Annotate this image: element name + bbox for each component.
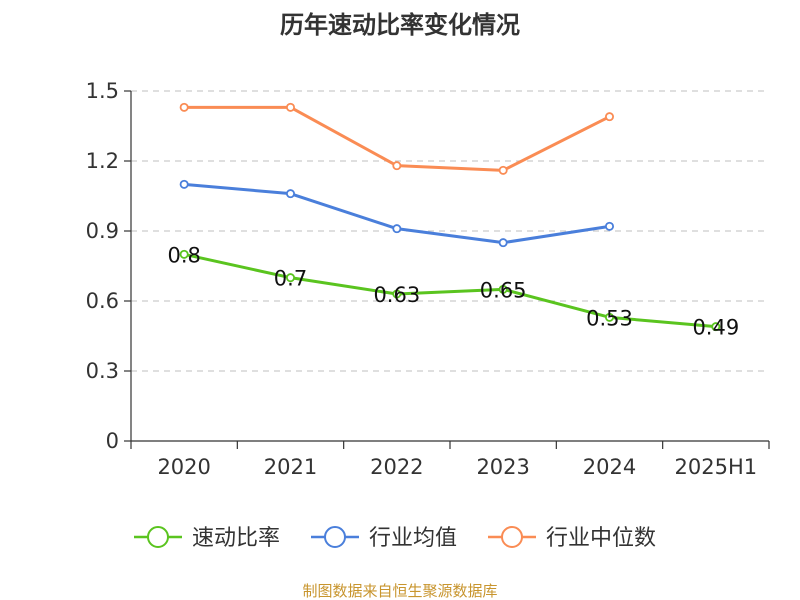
series-point-1	[392, 224, 402, 234]
data-label: 0.65	[480, 278, 527, 302]
legend-swatch-marker	[147, 526, 169, 548]
series-point-1	[498, 238, 508, 248]
series-point-0	[179, 249, 189, 259]
x-tick-label: 2025H1	[675, 455, 758, 479]
legend-swatch-marker	[324, 526, 346, 548]
chart-title: 历年速动比率变化情况	[280, 11, 520, 39]
data-label: 0.53	[586, 306, 633, 330]
series-point-1	[285, 189, 295, 199]
series-point-2	[605, 112, 615, 122]
x-tick-label: 2020	[157, 455, 210, 479]
x-tick-label: 2022	[370, 455, 423, 479]
y-tick-label: 0.9	[86, 219, 119, 243]
legend[interactable]: 速动比率 行业均值 行业中位数	[134, 526, 656, 551]
series-point-1	[179, 179, 189, 189]
gridlines	[131, 90, 769, 372]
series-point-2	[498, 165, 508, 175]
y-tick-label: 0.6	[86, 289, 119, 313]
series-point-0	[711, 322, 721, 332]
y-tick-label: 0	[106, 429, 119, 453]
axes: 0 0.3 0.6 0.9 1.2 1.5 2020 2021 2022 2023 2024 2025…	[86, 79, 770, 479]
legend-item-0[interactable]: 速动比率	[134, 526, 280, 551]
data-labels: 0.8 0.7 0.63 0.65 0.53 0.49	[167, 243, 739, 339]
series-point-2	[392, 161, 402, 171]
y-tick-label: 1.5	[86, 79, 119, 103]
series-point-0	[392, 289, 402, 299]
series-point-2	[285, 102, 295, 112]
series-point-0	[285, 273, 295, 283]
series	[179, 102, 721, 332]
legend-label: 行业均值	[369, 526, 457, 551]
legend-label: 行业中位数	[546, 526, 656, 551]
data-label: 0.49	[692, 316, 739, 340]
y-tick-label: 1.2	[86, 149, 119, 173]
series-point-0	[498, 284, 508, 294]
legend-swatch-marker	[501, 526, 523, 548]
x-tick-label: 2023	[476, 455, 529, 479]
data-label: 0.8	[167, 243, 200, 267]
series-point-0	[605, 312, 615, 322]
source-note: 制图数据来自恒生聚源数据库	[302, 582, 497, 600]
series-line-1	[184, 182, 610, 245]
y-tick-label: 0.3	[86, 359, 119, 383]
data-label: 0.7	[274, 267, 307, 291]
legend-item-1[interactable]: 行业均值	[311, 526, 457, 551]
series-line-0	[183, 252, 716, 329]
data-label: 0.63	[373, 283, 420, 307]
x-tick-label: 2021	[264, 455, 317, 479]
legend-item-2[interactable]: 行业中位数	[488, 526, 656, 551]
legend-label: 速动比率	[192, 526, 280, 551]
series-point-2	[179, 102, 189, 112]
x-tick-label: 2024	[583, 455, 636, 479]
series-point-1	[605, 221, 615, 231]
